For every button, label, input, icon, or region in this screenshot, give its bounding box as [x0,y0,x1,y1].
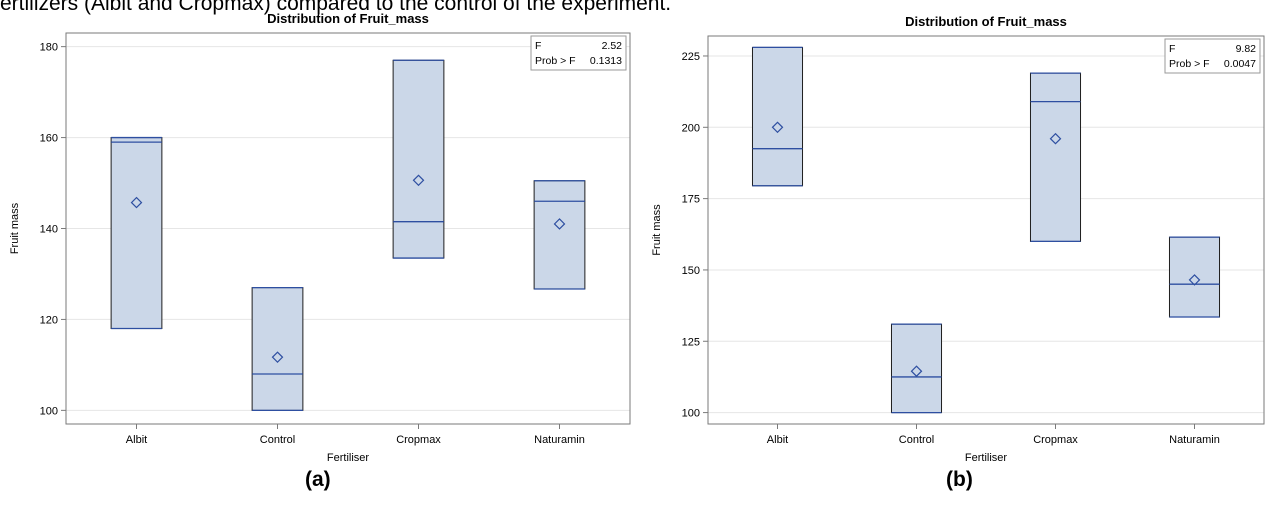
stat-f-label: F [1169,43,1175,55]
y-tick-label: 100 [682,408,700,420]
chart-title: Distribution of Fruit_mass [905,14,1067,29]
box-body [1168,236,1221,318]
y-tick-label: 125 [682,336,700,348]
x-tick-label: Naturamin [1169,434,1220,446]
x-tick-label: Cropmax [1033,434,1078,446]
box-plot-chart-b: Distribution of Fruit_mass 100 125 150 175 20… [651,14,1265,464]
box-body [392,59,445,259]
x-tick-label: Albit [126,434,147,446]
mean-marker [130,196,143,209]
stat-f-value: 9.82 [1236,43,1257,55]
y-tick-label: 200 [682,122,700,134]
stat-p-value: 0.0047 [1224,58,1256,70]
x-axis-label: Fertiliser [965,452,1008,464]
box-albit [110,136,163,330]
box-body [110,137,163,330]
plot-frame [65,32,631,425]
stat-p-value: 0.1313 [590,55,622,67]
box-albit [751,46,804,187]
y-axis-label: Fruit mass [651,204,663,256]
box-body [890,323,943,414]
box-naturamin [1168,236,1221,318]
stats-inset: F 9.82 Prob > F 0.0047 [1164,38,1261,74]
mean-marker [771,121,784,134]
stat-f-value: 2.52 [602,40,623,52]
plot-frame [707,35,1265,425]
y-tick-label: 100 [40,405,58,417]
stats-box [1164,38,1261,74]
figure-caption-fragment: ertilizers (Albit and Cropmax) compared … [0,0,672,15]
y-tick-label: 150 [682,265,700,277]
box-body [1029,72,1082,242]
y-tick-label: 180 [40,42,58,54]
box-body [251,287,304,411]
box-control [890,323,943,414]
y-tick-label: 175 [682,194,700,206]
mean-marker [553,218,566,230]
chart-title: Distribution of Fruit_mass [267,11,429,26]
box-cropmax [392,59,445,259]
mean-marker [910,365,923,378]
y-tick-label: 120 [40,314,58,326]
stat-f-label: F [535,40,541,52]
panel-label-b: (b) [946,468,973,491]
y-axis-label: Fruit mass [9,202,21,254]
box-body [533,180,586,290]
y-tick-label: 140 [40,224,58,236]
x-tick-label: Cropmax [396,434,441,446]
stats-box [530,35,627,71]
y-tick-label: 225 [682,51,700,63]
x-tick-label: Naturamin [534,434,585,446]
box-body [751,46,804,187]
stat-p-label: Prob > F [1169,58,1210,70]
stats-inset: F 2.52 Prob > F 0.1313 [530,35,627,71]
mean-marker [1188,274,1201,286]
y-tick-label: 160 [40,133,58,145]
mean-marker [1049,132,1062,145]
x-tick-label: Control [899,434,934,446]
stat-p-label: Prob > F [535,55,576,67]
x-axis-label: Fertiliser [327,452,370,464]
mean-marker [412,174,425,187]
box-plot-chart-a: Distribution of Fruit_mass 100 120 140 160 18… [9,11,631,464]
mean-marker [271,351,284,364]
x-tick-label: Control [260,434,295,446]
box-control [251,286,304,412]
panel-label-a: (a) [305,468,331,491]
box-cropmax [1029,72,1082,243]
box-naturamin [533,180,586,290]
x-tick-label: Albit [767,434,788,446]
